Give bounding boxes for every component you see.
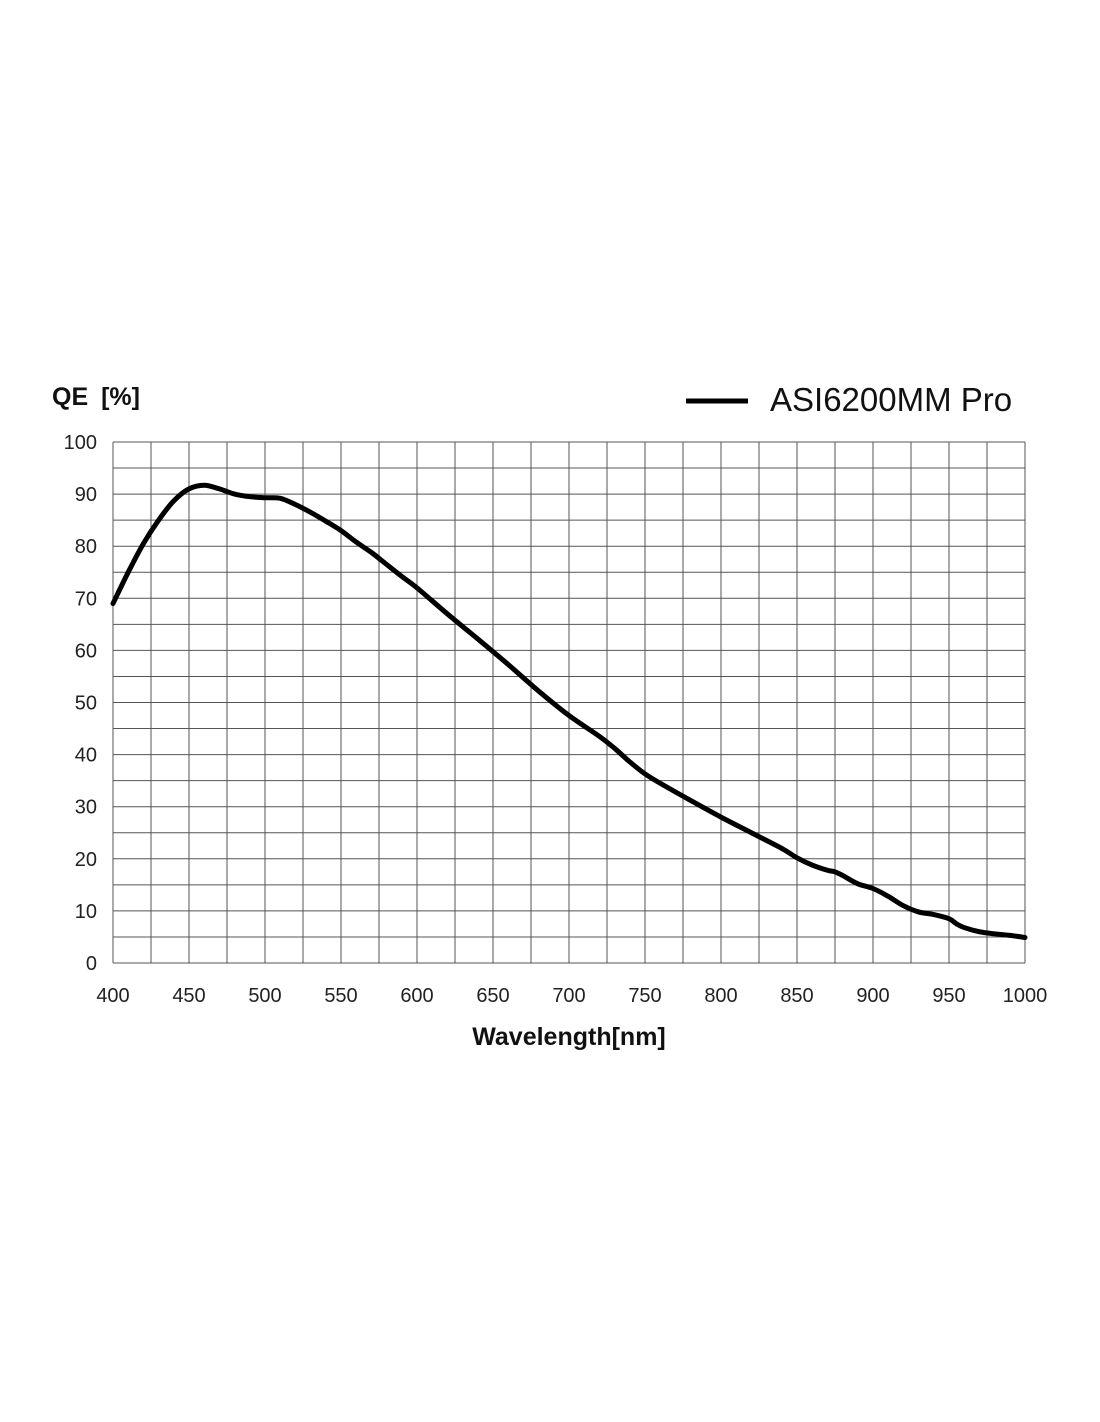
y-tick-label: 70 xyxy=(75,588,97,610)
y-axis-label-main: QE xyxy=(52,383,88,411)
y-tick-label: 50 xyxy=(75,693,97,715)
x-axis-label: Wavelength[nm] xyxy=(472,1023,666,1051)
x-tick-label: 600 xyxy=(400,985,433,1007)
x-tick-label: 800 xyxy=(704,985,737,1007)
x-tick-label: 550 xyxy=(324,985,357,1007)
x-tick-label: 900 xyxy=(856,985,889,1007)
y-axis-label-unit: [%] xyxy=(101,383,140,411)
x-tick-label: 400 xyxy=(96,985,129,1007)
grid xyxy=(112,441,1026,964)
x-tick-label: 1000 xyxy=(1003,985,1048,1007)
y-tick-label: 30 xyxy=(75,797,97,819)
x-tick-label: 500 xyxy=(248,985,281,1007)
x-tick-label: 650 xyxy=(476,985,509,1007)
y-tick-label: 100 xyxy=(64,432,97,454)
legend-label: ASI6200MM Pro xyxy=(770,381,1012,418)
y-axis-label: QE [%] xyxy=(52,383,140,411)
x-tick-label: 950 xyxy=(932,985,965,1007)
y-tick-label: 20 xyxy=(75,849,97,871)
x-tick-label: 450 xyxy=(172,985,205,1007)
y-tick-label: 10 xyxy=(75,901,97,923)
x-tick-label: 750 xyxy=(628,985,661,1007)
series-line-asi6200mm-pro xyxy=(110,482,1028,940)
y-tick-label: 90 xyxy=(75,484,97,506)
legend: ASI6200MM Pro xyxy=(686,381,1012,418)
y-tick-label: 60 xyxy=(75,640,97,662)
y-tick-label: 0 xyxy=(86,953,97,975)
y-tick-label: 40 xyxy=(75,745,97,767)
y-tick-label: 80 xyxy=(75,536,97,558)
x-tick-label: 850 xyxy=(780,985,813,1007)
tick-labels: 400 450 500 550 600 650 700 750 800 850 900 950 1000… xyxy=(64,432,1048,1007)
x-tick-label: 700 xyxy=(552,985,585,1007)
